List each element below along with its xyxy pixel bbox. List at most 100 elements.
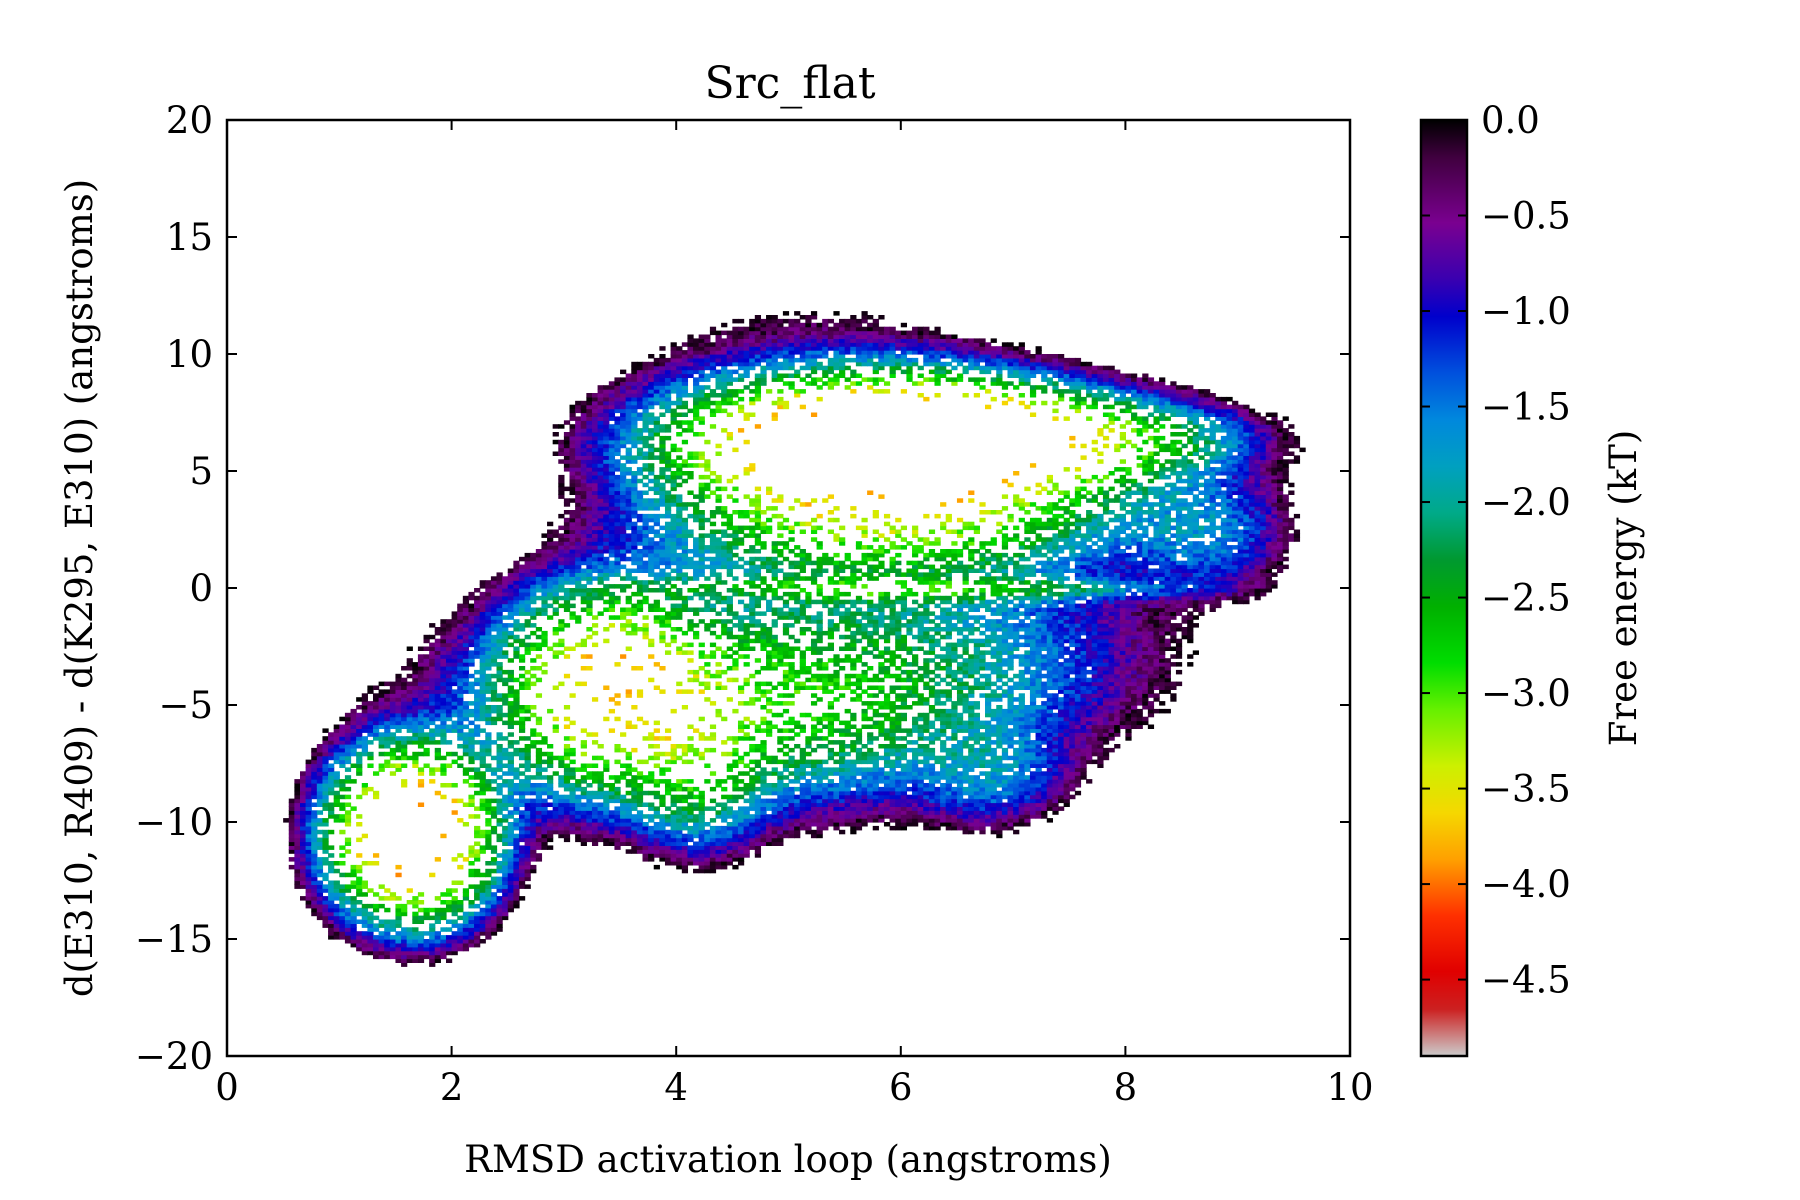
heatmap-cell — [664, 818, 672, 823]
heatmap-cell — [591, 510, 599, 515]
heatmap-cell — [687, 833, 694, 839]
heatmap-cell — [743, 833, 750, 839]
heatmap-cell — [316, 779, 324, 784]
heatmap-cell — [676, 611, 683, 616]
heatmap-cell — [760, 806, 767, 811]
heatmap-cell — [681, 439, 689, 445]
heatmap-cell — [468, 900, 475, 905]
heatmap-cell — [575, 681, 582, 687]
heatmap-cell — [743, 346, 750, 351]
heatmap-cell — [429, 942, 436, 948]
heatmap-cell — [642, 759, 649, 765]
heatmap-cell — [620, 818, 627, 823]
heatmap-cell — [670, 798, 677, 804]
heatmap-cell — [754, 357, 762, 363]
heatmap-cell — [502, 861, 509, 866]
heatmap-cell — [339, 903, 346, 909]
heatmap-cell — [440, 642, 447, 648]
heatmap-cell — [547, 814, 554, 819]
heatmap-cell — [766, 634, 773, 640]
heatmap-cell — [620, 576, 627, 581]
heatmap-cell — [614, 424, 621, 429]
heatmap-cell — [625, 810, 632, 815]
heatmap-cell — [743, 369, 750, 375]
heatmap-cell — [541, 611, 548, 616]
heatmap-cell — [586, 467, 593, 472]
heatmap-cell — [434, 638, 441, 644]
heatmap-cell — [591, 396, 599, 402]
heatmap-cell — [670, 459, 677, 464]
heatmap-cell — [608, 783, 616, 788]
heatmap-cell — [631, 783, 638, 788]
heatmap-cell — [580, 471, 587, 476]
heatmap-cell — [659, 439, 666, 445]
heatmap-cell — [737, 833, 745, 839]
heatmap-cell — [474, 642, 481, 648]
heatmap-cell — [344, 907, 352, 913]
heatmap-cell — [715, 556, 722, 562]
heatmap-cell — [603, 424, 610, 429]
heatmap-cell — [502, 720, 509, 726]
heatmap-cell — [485, 627, 492, 632]
heatmap-cell — [474, 931, 481, 936]
heatmap-cell — [479, 595, 486, 601]
heatmap-cell — [664, 478, 672, 484]
heatmap-cell — [726, 794, 733, 800]
heatmap-cell — [417, 716, 425, 722]
heatmap-cell — [586, 818, 593, 823]
heatmap-cell — [597, 537, 604, 542]
heatmap-cell — [760, 814, 767, 819]
heatmap-cell — [664, 498, 672, 503]
heatmap-cell — [603, 513, 610, 519]
heatmap-cell — [620, 498, 627, 503]
heatmap-cell — [440, 634, 447, 640]
heatmap-cell — [547, 759, 554, 765]
heatmap-cell — [496, 611, 503, 616]
heatmap-cell — [659, 474, 666, 480]
heatmap-cell — [350, 744, 357, 749]
heatmap-cell — [659, 377, 666, 382]
heatmap-cell — [749, 673, 756, 679]
heatmap-cell — [328, 744, 335, 749]
heatmap-cell — [715, 494, 722, 499]
heatmap-cell — [704, 857, 711, 862]
heatmap-cell — [389, 724, 397, 729]
heatmap-cell — [451, 619, 458, 624]
heatmap-cell — [339, 763, 346, 768]
heatmap-cell — [693, 408, 700, 414]
heatmap-cell — [580, 432, 587, 437]
heatmap-cell — [591, 549, 599, 554]
heatmap-cell — [766, 654, 773, 659]
heatmap-cell — [507, 853, 514, 858]
heatmap-cell — [300, 868, 307, 874]
heatmap-cell — [507, 724, 514, 729]
heatmap-cell — [361, 712, 368, 718]
heatmap-cell — [535, 611, 543, 616]
heatmap-cell — [749, 833, 756, 839]
heatmap-cell — [569, 822, 576, 827]
heatmap-cell — [462, 642, 470, 648]
heatmap-cell — [401, 751, 408, 757]
heatmap-cell — [586, 775, 593, 780]
heatmap-cell — [485, 884, 492, 889]
heatmap-cell — [670, 744, 677, 749]
heatmap-cell — [288, 810, 295, 815]
heatmap-cell — [569, 693, 576, 698]
heatmap-cell — [754, 326, 762, 332]
heatmap-cell — [760, 627, 767, 632]
heatmap-cell — [294, 786, 301, 792]
heatmap-cell — [496, 712, 503, 718]
heatmap-cell — [423, 681, 430, 687]
heatmap-cell — [603, 638, 610, 644]
heatmap-cell — [294, 822, 301, 827]
heatmap-cell — [749, 837, 756, 843]
heatmap-cell — [485, 923, 492, 928]
heatmap-cell — [485, 607, 492, 612]
heatmap-cell — [642, 506, 649, 511]
heatmap-cell — [603, 385, 610, 390]
heatmap-cell — [591, 697, 599, 702]
heatmap-cell — [474, 771, 481, 776]
heatmap-cell — [417, 724, 425, 729]
heatmap-cell — [625, 549, 632, 554]
heatmap-cell — [490, 907, 498, 913]
